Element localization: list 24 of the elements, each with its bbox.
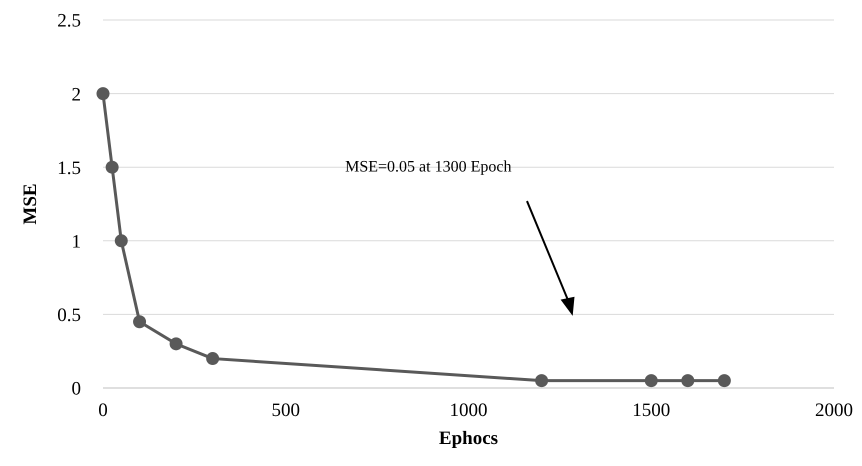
point [106,160,119,174]
x-tick-label: 0 [98,400,108,421]
point [681,374,694,388]
y-tick-label: 1.5 [57,158,81,179]
point [133,315,146,328]
x-tick-label: 1500 [632,400,670,421]
point [96,87,110,100]
x-tick-label: 2000 [815,400,853,421]
x-axis-title: Ephocs [438,428,498,449]
point [114,234,128,248]
x-tick-label: 500 [272,400,300,421]
y-axis-title: MSE [20,183,41,225]
y-tick-label: 2.5 [57,10,81,32]
point [535,374,548,388]
y-tick-label: 0 [72,378,81,400]
y-tick-label: 0.5 [57,305,81,326]
point [644,374,658,388]
x-tick-label: 1000 [450,400,488,421]
y-tick-label: 1 [72,231,81,252]
point [206,352,220,366]
point [170,337,183,350]
point [718,374,731,388]
annotation: MSE=0.05 at 1300 Epoch [345,158,512,176]
y-tick-label: 2 [72,84,81,106]
